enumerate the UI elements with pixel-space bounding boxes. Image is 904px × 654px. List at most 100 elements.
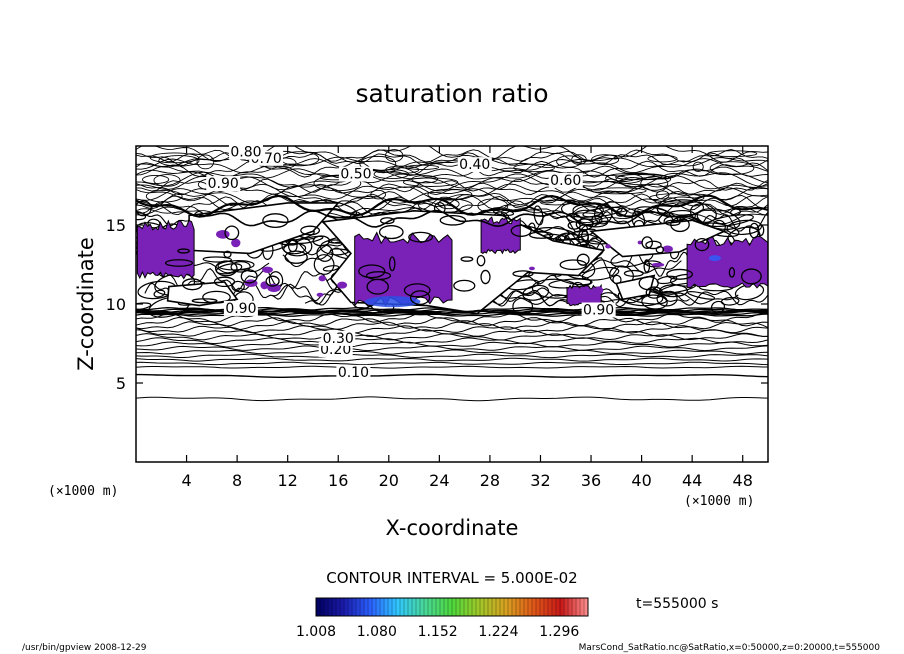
contour-label: 0.60 [550,173,581,189]
contour-loop [559,259,588,271]
shaded-core [708,255,721,262]
contour-loop [153,174,181,187]
contour-label-bg [338,166,373,182]
shaded-region [136,219,195,280]
contour-loop [641,236,653,249]
contour-loop [224,225,240,241]
contour-line [136,337,768,345]
footer-left: /usr/bin/gpview 2008-12-29 [22,643,147,653]
contour-loop [726,219,763,236]
contour-loop [571,154,587,165]
x-tick-label: 8 [232,471,242,490]
contour-label-bg [457,157,492,173]
y-axis-ticks: 5 10 15 [106,216,768,393]
contour-loop [191,298,218,304]
shaded-speck [605,244,611,249]
contour-loop [480,269,491,285]
x-axis-label: X-coordinate [386,516,519,540]
contour-line [136,152,768,166]
contour-line [199,209,706,228]
contour-label: 0.90 [583,302,614,318]
contour-loop [358,264,386,279]
contour-loop [145,189,183,203]
contour-loop [223,250,232,259]
contour-loop [164,259,194,267]
contour-line [136,361,768,366]
time-label: t=555000 s [636,596,718,612]
shaded-speck [318,275,327,282]
contour-line [136,345,768,352]
contour-loop [287,239,298,253]
x-axis-unit-left: (×1000 m) [48,484,118,499]
contour-loop [284,250,308,264]
contour-loop [720,296,740,306]
contour-loop [567,221,581,230]
contour-line [136,325,768,334]
contour-line [136,373,768,378]
contour-loop [408,231,434,243]
contour-line [136,316,768,327]
contour-loop [388,256,396,272]
contour-loop [749,222,760,239]
contour-line [136,357,768,362]
contour-loop [322,265,340,272]
contour-line [452,288,768,308]
contour-line [136,168,768,184]
contour-line [136,341,768,348]
contour-loop [265,275,280,287]
shaded-speck [662,245,673,253]
contour-label-bg [321,330,356,346]
colorbar: 1.008 1.080 1.152 1.224 1.296 [296,597,589,640]
x-tick-label: 4 [181,471,191,490]
x-tick-label: 36 [581,471,601,490]
contour-loop [409,290,431,305]
contour-loop [405,164,440,170]
contour-loop [313,175,362,192]
contour-loop [177,248,190,254]
contour-loop [230,260,251,273]
colorbar-tick-labels: 1.008 1.080 1.152 1.224 1.296 [296,624,579,640]
contour-label-bg [581,302,616,318]
contour-line [136,333,768,341]
contour-loop [643,259,651,273]
shaded-speck [753,272,760,279]
contour-loop [214,260,238,277]
contour-label: 0.20 [320,342,351,358]
contour-loop [757,224,765,237]
contour-loop [300,225,321,236]
colorbar-tick-label: 1.224 [478,624,518,640]
contour-line [136,312,768,323]
contour-loop [512,270,534,278]
contour-loop [645,286,663,299]
contour-labels: 0.100.200.300.400.50 0.600.700.800.900.90… [206,144,616,381]
contour-loop [615,174,667,181]
contour-loop [366,278,389,295]
contour-loop [427,188,473,201]
contour-loop [453,279,476,292]
contour-loop [196,154,215,170]
colorbar-tick-label: 1.152 [418,624,458,640]
x-tick-label: 48 [733,471,753,490]
contour-line [136,349,768,355]
plot-area [136,146,768,402]
shaded-speck [651,262,665,267]
shaded-speck [152,256,163,261]
shaded-region [480,216,521,255]
contour-label: 0.40 [459,157,490,173]
footer-right: MarsCond_SatRatio.nc@SatRatio,x=0:50000,… [579,643,881,653]
shaded-speck [316,292,324,297]
contour-loop [556,155,582,168]
contour-loop [158,155,200,167]
contour-loop [740,268,762,285]
shaded-speck [637,240,642,245]
contour-loop [641,294,668,310]
contour-loop [590,187,647,195]
contour-loop [438,198,460,210]
contour-loop [181,278,203,291]
contour-label-bg [336,364,371,380]
shaded-speck [260,281,269,290]
contour-loop [640,176,669,191]
contour-loop [142,175,170,184]
y-tick-label: 15 [106,216,126,235]
